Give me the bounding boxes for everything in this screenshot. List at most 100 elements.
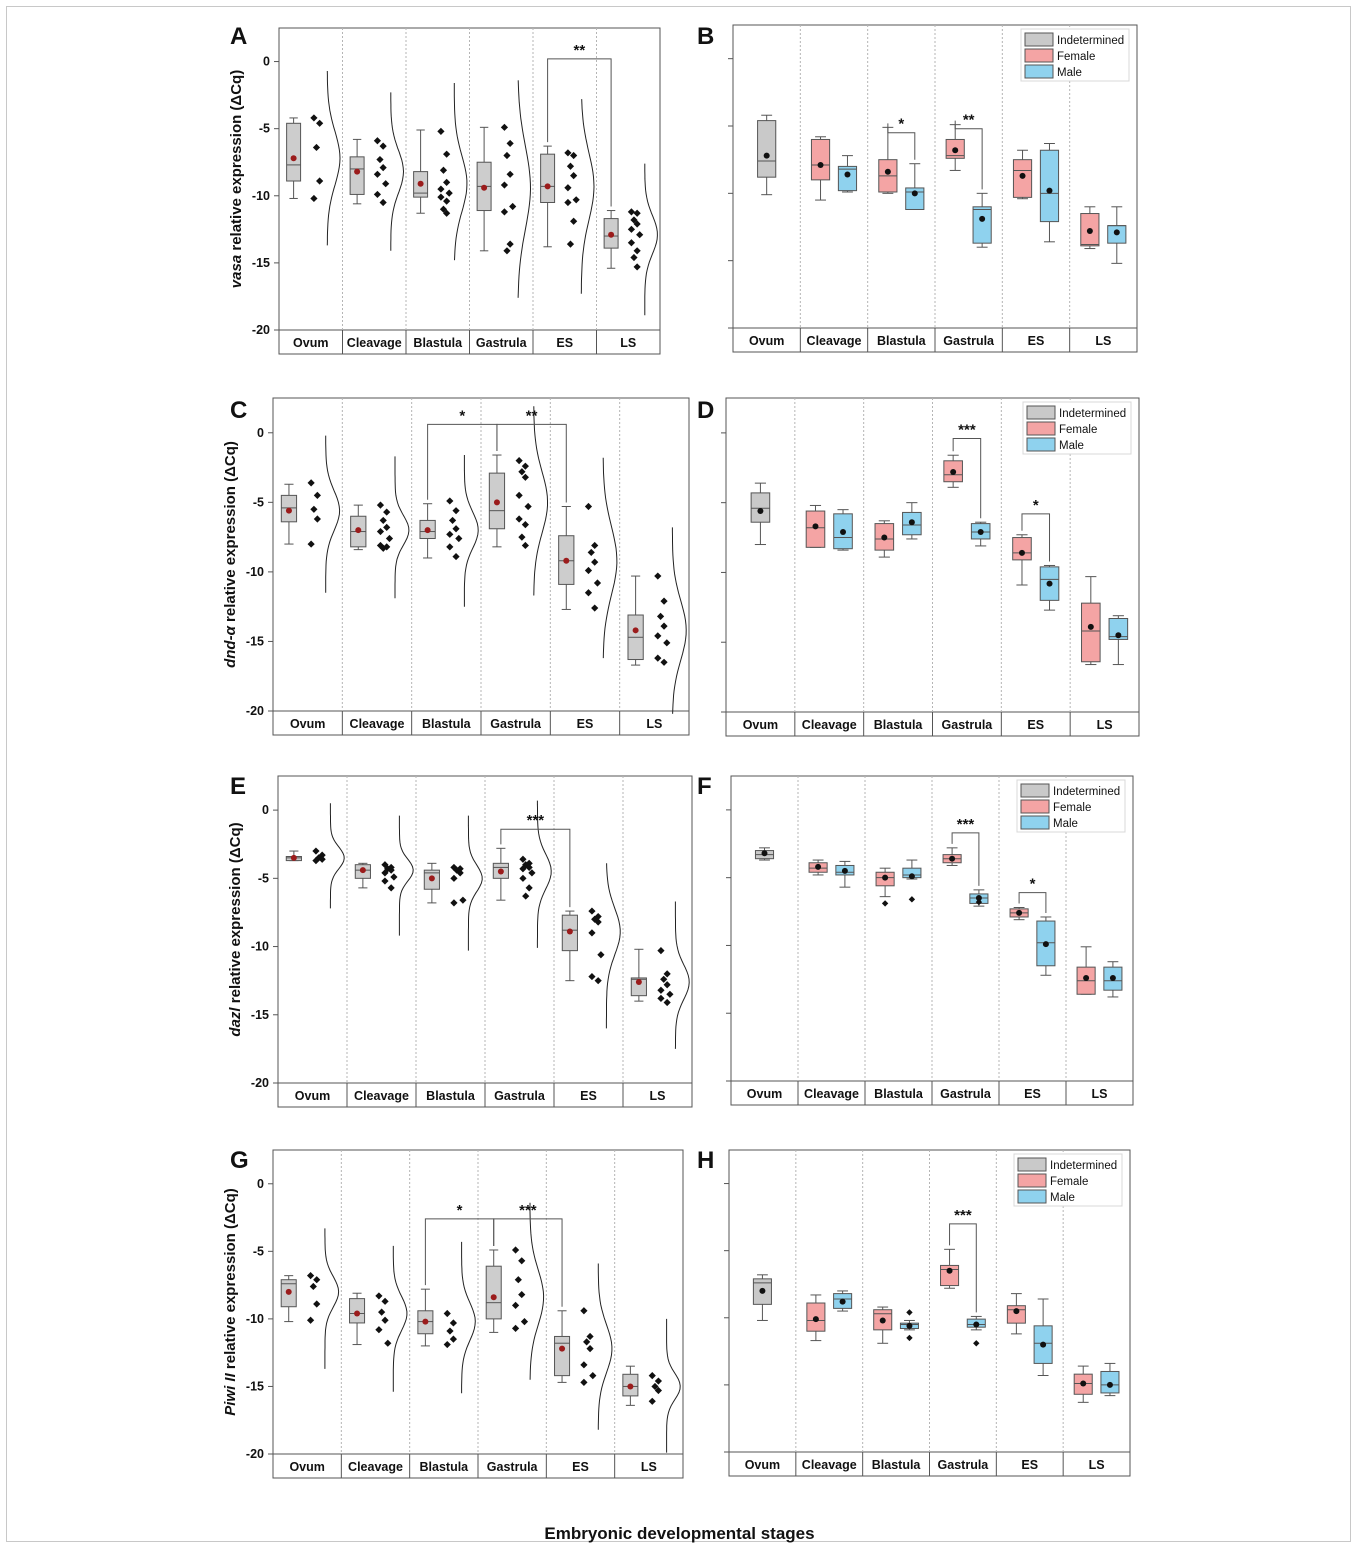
data-point xyxy=(455,534,463,543)
y-tick-label: -5 xyxy=(253,495,264,509)
density-curve xyxy=(467,815,483,951)
data-point xyxy=(591,558,599,566)
category-label: Gastrula xyxy=(942,718,994,732)
box-ovum-indetermined xyxy=(754,847,775,861)
box-mean-dot xyxy=(952,147,959,154)
panel-letter-c: C xyxy=(230,397,247,424)
panel-f: F Ovum Cleavage Blastula Gastrula ES LS Indeter… xyxy=(697,773,1134,1106)
data-point xyxy=(316,177,324,185)
box-mean-dot xyxy=(975,895,982,901)
box-es-male xyxy=(1036,916,1056,976)
category-label: ES xyxy=(577,717,594,731)
box-ovum-indetermined xyxy=(752,1274,772,1321)
data-point xyxy=(381,877,389,885)
data-point xyxy=(375,1326,383,1334)
data-point xyxy=(446,543,454,551)
box-gastrula-female xyxy=(943,454,963,488)
box-cleavage-female xyxy=(805,504,826,548)
box-mean-dot xyxy=(812,1316,819,1323)
legend-swatch-male xyxy=(1026,437,1056,452)
data-point xyxy=(450,899,458,907)
data-point xyxy=(515,457,523,465)
y-tick-label: -15 xyxy=(246,634,264,648)
gene-name: dnd-α xyxy=(222,625,239,667)
box-blastula xyxy=(417,1288,434,1347)
category-label: Cleavage xyxy=(348,1460,403,1474)
panel-e: E Ovum Cleavage Blastula Gastrula ES LS 0 -5 -10 -… xyxy=(227,773,693,1108)
data-point xyxy=(663,998,671,1007)
box-mean-dot xyxy=(949,855,956,862)
data-point xyxy=(570,151,578,160)
data-point xyxy=(528,869,536,877)
density-curve xyxy=(671,527,687,714)
data-point xyxy=(656,612,665,621)
box-blastula-female xyxy=(874,520,895,558)
legend-label-male: Male xyxy=(1053,818,1078,830)
data-point xyxy=(382,180,390,188)
data-point xyxy=(312,856,320,865)
box-mean-dot xyxy=(908,519,915,526)
category-label: LS xyxy=(650,1089,666,1103)
box-mean-dot xyxy=(812,523,819,530)
data-point xyxy=(525,863,533,872)
box-blastula xyxy=(413,129,429,214)
data-point xyxy=(584,502,593,511)
data-point xyxy=(443,150,451,158)
box-mean-dot xyxy=(906,1322,913,1329)
y-tick-label: -5 xyxy=(259,122,270,136)
significance-label: * xyxy=(1030,876,1036,893)
box-cleavage-female xyxy=(808,859,828,876)
box-iqr xyxy=(1012,537,1032,561)
category-label: LS xyxy=(646,717,662,731)
box-gastrula xyxy=(485,1249,502,1333)
box-mean-dot xyxy=(290,155,297,162)
category-label: LS xyxy=(620,336,636,350)
category-label: Gastrula xyxy=(494,1089,546,1103)
gene-name: Piwi II xyxy=(222,1372,239,1415)
box-cleavage xyxy=(354,862,371,889)
category-label: ES xyxy=(1028,334,1045,348)
data-point xyxy=(313,491,321,499)
significance-bracket: *** xyxy=(500,812,571,908)
data-point xyxy=(521,473,529,481)
gene-name: dazl xyxy=(227,1007,244,1037)
box-mean-dot xyxy=(757,508,764,515)
data-point xyxy=(566,162,575,170)
data-point xyxy=(381,869,389,877)
category-label: Blastula xyxy=(422,717,472,731)
data-point xyxy=(654,654,662,662)
category-label: Blastula xyxy=(426,1089,476,1103)
data-point xyxy=(452,525,460,533)
category-label: ES xyxy=(556,336,573,350)
data-point xyxy=(373,190,382,199)
significance-bracket: ** xyxy=(954,112,983,190)
data-point xyxy=(384,1339,392,1347)
data-point xyxy=(437,127,445,135)
data-point xyxy=(387,866,395,874)
category-label: Ovum xyxy=(745,1458,780,1472)
legend-swatch-indetermined xyxy=(1026,405,1056,420)
data-point xyxy=(584,566,593,575)
data-point xyxy=(503,247,511,255)
data-point xyxy=(379,544,387,552)
box-mean-dot xyxy=(1019,172,1026,179)
data-point xyxy=(564,184,572,192)
box-blastula-male xyxy=(902,859,922,880)
density-curve xyxy=(536,800,552,948)
outlier-point xyxy=(906,1334,913,1342)
box-es-male xyxy=(1039,564,1060,611)
data-point xyxy=(521,541,529,550)
legend-swatch-indetermined xyxy=(1024,32,1054,47)
category-label: Ovum xyxy=(295,1089,330,1103)
significance-bracket: * xyxy=(1018,876,1047,913)
box-mean-dot xyxy=(882,874,889,881)
bracket-line xyxy=(547,58,612,207)
box-mean-dot xyxy=(544,183,551,190)
box-iqr xyxy=(349,156,365,195)
significance-bracket: * xyxy=(1021,497,1051,562)
data-point xyxy=(446,530,454,538)
data-point xyxy=(591,604,599,612)
box-es-female xyxy=(1009,906,1029,921)
density-curve xyxy=(453,83,468,261)
data-point xyxy=(307,540,315,548)
